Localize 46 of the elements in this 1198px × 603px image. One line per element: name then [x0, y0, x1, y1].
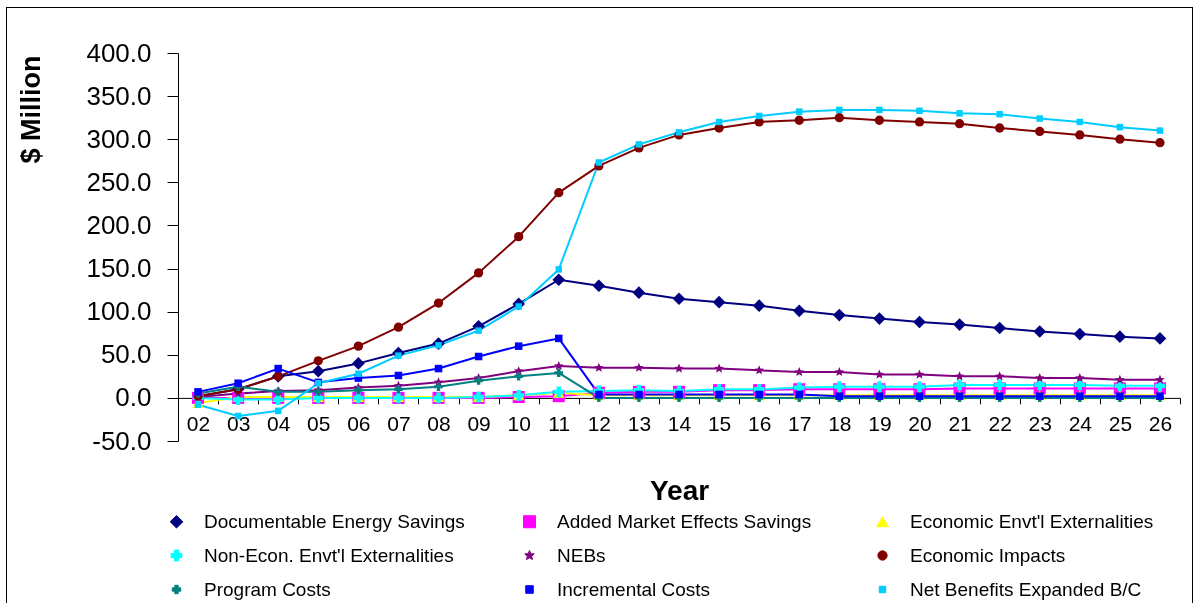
legend-label: Economic Impacts — [910, 544, 1066, 566]
legend-label: Program Costs — [204, 578, 331, 600]
x-tick-label: 04 — [267, 412, 291, 436]
legend-label: NEBs — [557, 544, 606, 566]
y-tick-label: 0.0 — [115, 382, 152, 413]
x-tick-label: 26 — [1148, 412, 1173, 436]
x-tick-label: 19 — [868, 412, 892, 436]
legend-label: Documentable Energy Savings — [204, 510, 465, 532]
x-tick-label: 16 — [747, 412, 772, 436]
legend-label: Economic Envt'l Externalities — [910, 510, 1154, 532]
x-tick-label: 03 — [226, 412, 251, 436]
x-tick-label: 15 — [707, 412, 732, 436]
x-tick-label: 09 — [467, 412, 491, 436]
y-tick-label: -50.0 — [92, 425, 152, 456]
y-tick-label: 250.0 — [86, 166, 152, 197]
legend-label: Net Benefits Expanded B/C — [910, 578, 1142, 600]
x-axis-title: Year — [649, 475, 710, 507]
x-tick-label: 05 — [307, 412, 331, 436]
x-tick-label: 06 — [347, 412, 371, 436]
x-tick-label: 17 — [788, 412, 812, 436]
x-tick-label: 11 — [548, 412, 571, 436]
x-tick-label: 23 — [1028, 412, 1052, 436]
x-tick-label: 14 — [667, 412, 692, 436]
y-tick-label: 200.0 — [86, 209, 152, 240]
x-tick-label: 02 — [186, 412, 211, 436]
y-tick-label: 50.0 — [100, 339, 152, 370]
y-axis-title: $ Million — [15, 55, 46, 164]
legend-label: Incremental Costs — [557, 578, 711, 600]
legend-label: Non-Econ. Envt'l Externalities — [204, 544, 454, 566]
x-tick-label: 22 — [988, 412, 1012, 436]
x-tick-label: 12 — [587, 412, 612, 436]
x-tick-label: 24 — [1068, 412, 1093, 436]
y-tick-label: 150.0 — [86, 253, 152, 284]
x-tick-label: 20 — [908, 412, 932, 436]
y-tick-label: 400.0 — [86, 37, 152, 68]
x-tick-label: 10 — [507, 412, 531, 436]
y-tick-label: 300.0 — [86, 123, 152, 154]
x-tick-label: 25 — [1108, 412, 1133, 436]
y-tick-label: 350.0 — [86, 80, 152, 111]
y-tick-label: 100.0 — [86, 296, 152, 327]
x-tick-label: 13 — [627, 412, 652, 436]
x-tick-label: 07 — [387, 412, 411, 436]
x-tick-label: 08 — [427, 412, 451, 436]
legend-label: Added Market Effects Savings — [557, 510, 812, 532]
x-tick-label: 18 — [828, 412, 852, 436]
x-tick-label: 21 — [948, 412, 972, 436]
